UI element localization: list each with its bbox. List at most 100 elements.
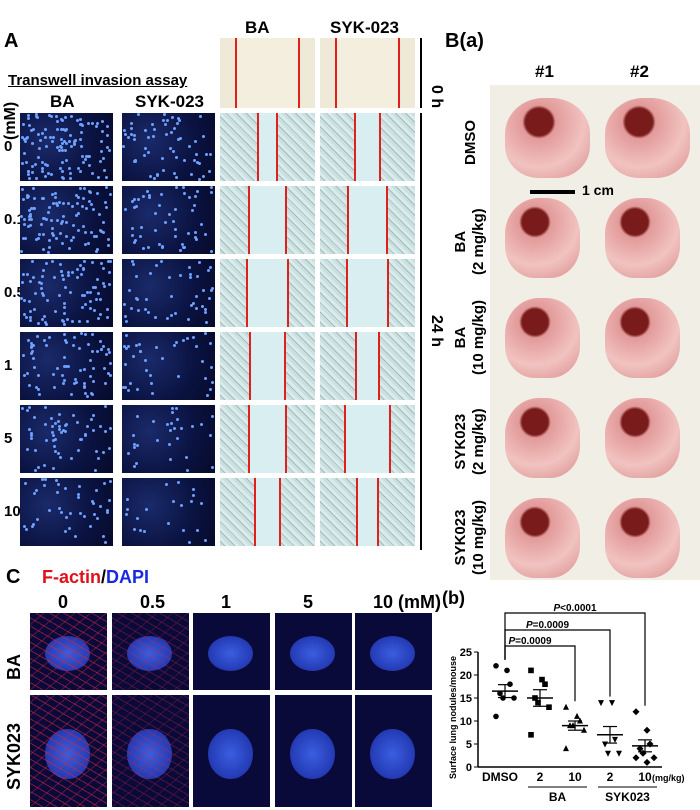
- scratch-syk-24h: [320, 478, 415, 546]
- treatment-label-line: SYK023: [452, 509, 469, 566]
- actin-fibers: [30, 695, 107, 807]
- transwell-ba: [20, 186, 113, 254]
- p-value: P=0.0009: [526, 620, 570, 631]
- dose-label: 1: [4, 357, 13, 374]
- actin-fibers: [112, 613, 189, 690]
- wound-edge: [235, 38, 300, 108]
- time-bar-24h: [420, 113, 422, 550]
- scratch-col-syk: SYK-023: [330, 18, 399, 37]
- transwell-syk: [122, 113, 215, 181]
- treatment-label-line: (10 mg/kg): [470, 299, 487, 375]
- mouse-1-label: #1: [535, 62, 554, 81]
- panel-c-label: C: [6, 566, 21, 588]
- data-point: [504, 667, 510, 674]
- treatment-label-line: (2 mg/kg): [470, 408, 487, 475]
- nucleus: [290, 728, 335, 779]
- row-label: SYK023: [4, 722, 24, 790]
- wound-edge: [247, 186, 288, 254]
- actin-fibers: [30, 613, 107, 690]
- transwell-ba: [20, 478, 113, 546]
- wound-edge: [335, 38, 400, 108]
- wound-edge: [345, 259, 390, 327]
- nucleus: [127, 636, 172, 671]
- scale-bar: [530, 190, 575, 194]
- factin-dapi-image: [355, 613, 432, 690]
- factin-dapi-image: [112, 695, 189, 807]
- data-point: [632, 754, 640, 762]
- data-point: [643, 726, 651, 734]
- stain-dapi: DAPI: [106, 567, 150, 587]
- transwell-syk: [122, 405, 215, 473]
- wound-edge: [346, 186, 389, 254]
- treatment-label-line: BA: [452, 230, 469, 253]
- transwell-syk: [122, 478, 215, 546]
- lung-mouse-2: [605, 398, 680, 478]
- scratch-ba-0h: [220, 38, 315, 108]
- dose-header: 1: [221, 592, 232, 612]
- y-tick-label: 25: [460, 647, 472, 659]
- scratch-ba-24h: [220, 259, 315, 327]
- factin-dapi-image: [193, 695, 270, 807]
- wound-edge: [353, 113, 382, 181]
- stain-factin: F-actin: [42, 567, 102, 587]
- data-point: [539, 676, 545, 683]
- data-point: [632, 708, 640, 716]
- panel-a-label: A: [4, 30, 19, 52]
- data-point: [542, 681, 548, 687]
- treatment-label: SYK023 (2 mg/kg): [452, 408, 488, 475]
- transwell-ba: [20, 113, 113, 181]
- scratch-ba-24h: [220, 113, 315, 181]
- time-bar-0h: [420, 38, 422, 108]
- data-point: [609, 700, 615, 707]
- data-point: [598, 700, 604, 707]
- transwell-syk: [122, 332, 215, 400]
- x-tick-label: DMSO: [482, 770, 518, 784]
- wound-edge: [355, 332, 380, 400]
- data-point: [643, 758, 651, 766]
- data-point: [612, 736, 618, 743]
- dose-label: 5: [4, 430, 13, 447]
- nucleus: [208, 728, 253, 779]
- lung-mouse-2: [605, 498, 680, 578]
- factin-dapi-image: [275, 695, 352, 807]
- scratch-syk-24h: [320, 113, 415, 181]
- data-point: [535, 699, 541, 706]
- dose-label: 0.1: [4, 211, 25, 228]
- row-label: BA: [4, 654, 24, 680]
- factin-dapi-image: [30, 695, 107, 807]
- y-tick-label: 10: [460, 716, 472, 728]
- y-axis-label: Surface lung nodules/mouse: [448, 656, 458, 779]
- transwell-ba: [20, 332, 113, 400]
- x-tick-label: 10: [638, 770, 652, 784]
- data-point: [636, 745, 644, 753]
- factin-dapi-image: [112, 613, 189, 690]
- y-tick-label: 0: [466, 762, 472, 774]
- dose-header: 5: [303, 592, 314, 612]
- data-point: [528, 667, 534, 674]
- data-point: [602, 741, 608, 748]
- transwell-ba: [20, 405, 113, 473]
- unit-label: (mg/kg): [652, 773, 685, 783]
- lung-mouse-1: [505, 398, 580, 478]
- lung-mouse-1: [505, 98, 590, 178]
- lung-mouse-2: [605, 198, 680, 278]
- treatment-label: BA (10 mg/kg): [452, 300, 488, 375]
- treatment-label: DMSO: [462, 120, 480, 165]
- group-label: SYK023: [605, 790, 650, 804]
- time-0h: 0 h: [428, 85, 445, 109]
- data-point: [511, 695, 517, 701]
- transwell-title: Transwell invasion assay: [8, 72, 188, 89]
- treatment-label-line: (10 mg/kg): [470, 499, 487, 575]
- data-point: [563, 703, 569, 710]
- wound-edge: [248, 405, 287, 473]
- unit-label: (mM): [2, 101, 19, 140]
- wound-edge: [245, 259, 290, 327]
- scratch-ba-24h: [220, 186, 315, 254]
- panel-b-label: B(a): [445, 30, 484, 52]
- factin-dapi-image: [355, 695, 432, 807]
- y-tick-label: 20: [460, 670, 472, 682]
- scratch-ba-24h: [220, 478, 315, 546]
- data-point: [581, 726, 587, 733]
- data-point: [546, 704, 552, 710]
- data-point: [563, 745, 569, 752]
